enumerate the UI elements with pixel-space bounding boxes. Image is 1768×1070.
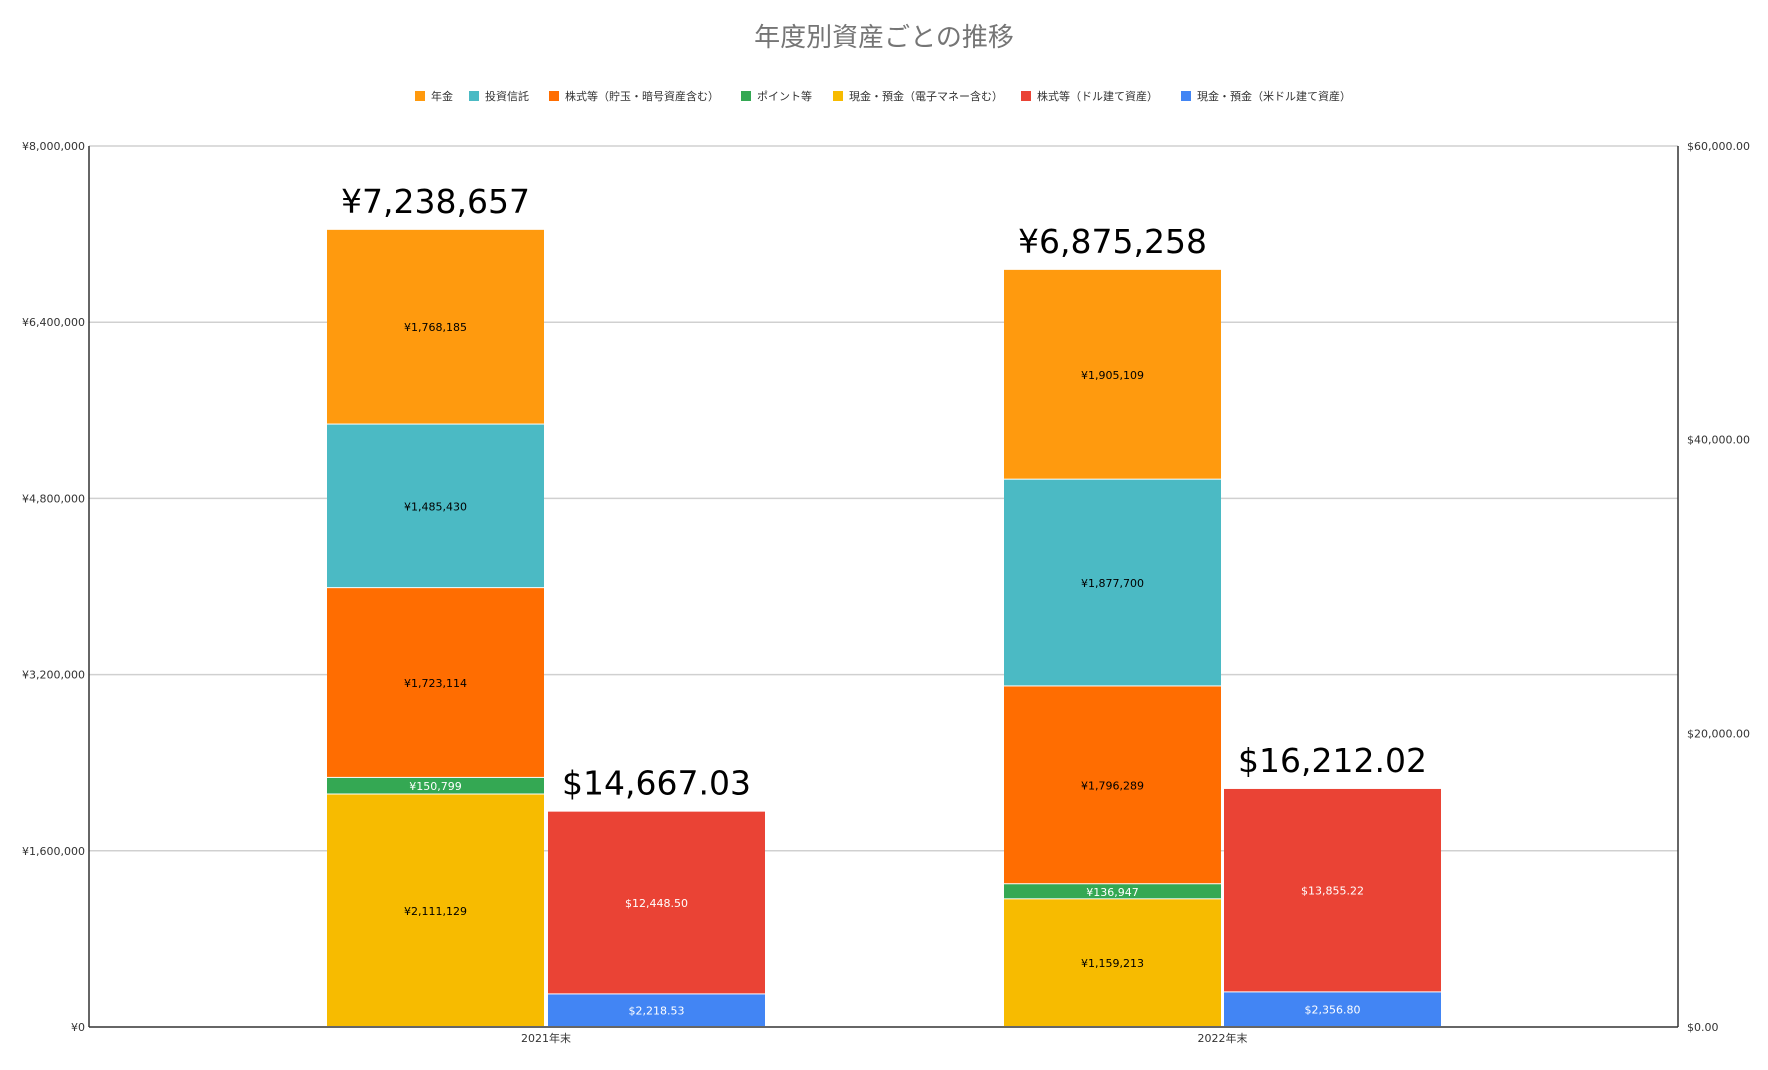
legend-label: 現金・預金（電子マネー含む） (849, 89, 1003, 103)
yen-total-label: ¥6,875,258 (1018, 222, 1207, 261)
yen-segment-label: ¥1,723,114 (404, 677, 467, 690)
usd-total-label: $16,212.02 (1238, 741, 1427, 780)
yen-segment-label: ¥1,485,430 (404, 500, 467, 513)
yen-segment (1004, 884, 1221, 899)
yen-total-label: ¥7,238,657 (341, 182, 530, 221)
legend: 年金 投資信託 株式等（貯玉・暗号資産含む） ポイント等 現金・預金（電子マネー含む） 株… (415, 89, 1351, 103)
x-tick-label: 2021年末 (521, 1031, 571, 1045)
legend-swatch (549, 91, 559, 101)
usd-segment (548, 811, 765, 994)
yen-segment-label: ¥2,111,129 (404, 905, 467, 918)
legend-item: 株式等（ドル建て資産） (1021, 89, 1158, 103)
usd-segment (1224, 992, 1441, 1026)
legend-label: 年金 (431, 89, 453, 103)
right-tick-label: $40,000.00 (1687, 434, 1750, 447)
left-tick-label: ¥1,600,000 (22, 845, 85, 858)
yen-segment-label: ¥1,796,289 (1081, 779, 1144, 792)
left-tick-label: ¥0 (71, 1021, 85, 1034)
left-tick-label: ¥4,800,000 (22, 492, 85, 505)
yen-segment (327, 424, 544, 588)
chart-title: 年度別資産ごとの推移 (754, 23, 1014, 53)
legend-label: 株式等（ドル建て資産） (1037, 89, 1158, 103)
legend-swatch (469, 91, 479, 101)
usd-segment-label: $12,448.50 (625, 897, 688, 910)
legend-swatch (833, 91, 843, 101)
right-tick-label: $60,000.00 (1687, 140, 1750, 153)
legend-label: 投資信託 (485, 89, 529, 103)
legend-label: 現金・預金（米ドル建て資産） (1197, 89, 1351, 103)
yen-segment (327, 794, 544, 1026)
legend-swatch (1181, 91, 1191, 101)
usd-segment-label: $2,218.53 (629, 1005, 685, 1018)
yen-segment-label: ¥1,768,185 (404, 321, 467, 334)
x-axis: 2021年末 2022年末 (89, 1026, 1678, 1045)
right-y-axis: $0.00 $20,000.00 $40,000.00 $60,000.00 (1677, 140, 1750, 1034)
yen-segment-label: ¥136,947 (1086, 886, 1139, 899)
yen-segment-label: ¥1,905,109 (1081, 369, 1144, 382)
right-tick-label: $0.00 (1687, 1021, 1719, 1034)
left-y-axis: ¥0 ¥1,600,000 ¥3,200,000 ¥4,800,000 ¥6,400,0… (22, 140, 90, 1034)
legend-swatch (741, 91, 751, 101)
legend-item: ポイント等 (741, 89, 812, 103)
x-tick-label: 2022年末 (1198, 1031, 1248, 1045)
yen-segment (1004, 269, 1221, 479)
usd-segment-label: $2,356.80 (1305, 1004, 1361, 1017)
legend-item: 現金・預金（電子マネー含む） (833, 89, 1003, 103)
usd-segment-label: $13,855.22 (1301, 885, 1364, 898)
legend-item: 年金 (415, 89, 453, 103)
yen-segment (327, 777, 544, 794)
yen-segment (327, 229, 544, 424)
usd-segment (548, 994, 765, 1026)
yen-segment (1004, 686, 1221, 884)
usd-total-label: $14,667.03 (562, 764, 751, 803)
yen-segment-label: ¥1,159,213 (1081, 957, 1144, 970)
legend-item: 株式等（貯玉・暗号資産含む） (549, 89, 719, 103)
yen-segment (1004, 479, 1221, 686)
left-tick-label: ¥6,400,000 (22, 316, 85, 329)
right-tick-label: $20,000.00 (1687, 727, 1750, 740)
usd-segment (1224, 788, 1441, 992)
bars: ¥2,111,129 ¥150,799 ¥1,723,114 ¥1,485,430 ¥1… (327, 182, 1441, 1026)
yen-segment (327, 588, 544, 777)
yen-segment (1004, 899, 1221, 1026)
yen-segment-label: ¥1,877,700 (1081, 577, 1144, 590)
legend-item: 現金・預金（米ドル建て資産） (1181, 89, 1351, 103)
legend-swatch (415, 91, 425, 101)
left-tick-label: ¥8,000,000 (22, 140, 85, 153)
legend-label: ポイント等 (757, 89, 812, 103)
left-tick-label: ¥3,200,000 (22, 669, 85, 682)
yen-segment-label: ¥150,799 (409, 780, 462, 793)
legend-swatch (1021, 91, 1031, 101)
legend-item: 投資信託 (469, 89, 529, 103)
legend-label: 株式等（貯玉・暗号資産含む） (565, 89, 719, 103)
